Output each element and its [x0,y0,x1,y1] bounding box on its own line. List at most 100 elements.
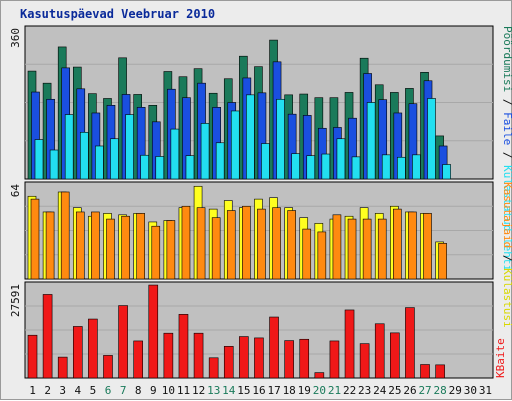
bar-bottom-20 [314,372,325,379]
xtick-label: 14 [222,384,236,397]
bar-middle-5 [91,211,100,280]
xtick-label: 20 [313,384,326,397]
xtick-label: 23 [358,384,371,397]
bar-middle-2 [45,211,55,280]
bar-top-4 [79,131,89,180]
bar-middle-14 [226,210,236,280]
bar-middle-21 [332,214,342,280]
bar-bottom-2 [42,294,53,379]
bar-top-22 [351,156,361,180]
bar-top-24 [381,154,391,180]
xtick-label: 4 [75,384,82,397]
bar-bottom-15 [239,336,249,379]
xtick-label: 5 [90,384,97,397]
bar-middle-26 [408,211,417,280]
bar-top-15 [246,94,255,180]
bar-bottom-3 [57,356,68,379]
bar-middle-6 [106,218,115,280]
xtick-label: 26 [403,384,416,397]
bar-bottom-7 [118,305,128,379]
bar-top-14 [230,110,240,180]
xtick-label: 12 [192,384,205,397]
bar-top-10 [170,128,180,180]
bar-bottom-18 [284,340,294,379]
bar-top-1 [34,139,44,180]
bar-middle-10 [166,220,176,280]
bar-top-9 [155,156,165,180]
bar-top-27 [427,98,436,180]
bar-middle-12 [196,207,206,280]
bar-top-3 [64,114,74,180]
xtick-label: 11 [177,384,190,397]
bar-top-12 [200,123,210,180]
xtick-label: 1 [29,384,36,397]
xtick-label: 31 [479,384,492,397]
bar-middle-18 [287,210,296,280]
bar-top-6 [110,138,119,180]
bar-bottom-4 [72,326,83,379]
bar-bottom-13 [208,357,219,379]
xtick-label: 9 [150,384,157,397]
bar-bottom-28 [435,364,445,379]
bar-top-16 [261,143,270,180]
xtick-label: 13 [207,384,220,397]
bar-middle-15 [242,205,251,280]
bar-middle-27 [423,213,432,280]
xtick-label: 24 [373,384,387,397]
bar-top-26 [412,154,421,180]
bar-top-17 [276,98,285,180]
bar-middle-28 [438,243,447,280]
bar-top-23 [366,102,376,180]
bar-bottom-8 [133,340,143,379]
bar-middle-24 [377,218,387,280]
bar-top-11 [185,155,195,180]
xtick-label: 8 [135,384,142,397]
bar-top-7 [125,114,134,180]
bar-middle-25 [393,208,402,280]
bar-bottom-17 [269,316,279,379]
xtick-label: 30 [464,384,477,397]
bar-top-21 [336,138,346,180]
bar-middle-1 [30,198,40,280]
legend-middle-label: Kasutajaid / Külastusi [501,182,512,328]
bar-top-19 [306,155,316,180]
bar-bottom-19 [299,338,310,379]
xtick-label: 18 [283,384,296,397]
xtick-label: 6 [105,384,112,397]
bar-bottom-9 [148,284,159,379]
bar-bottom-10 [163,332,174,379]
xtick-label: 16 [252,384,265,397]
bar-top-5 [95,145,104,180]
bar-bottom-12 [193,332,204,379]
bar-bottom-22 [344,309,355,379]
bar-bottom-24 [374,323,385,379]
bar-bottom-23 [359,343,370,379]
bar-bottom-5 [88,318,98,379]
xtick-label: 2 [44,384,51,397]
bar-bottom-16 [254,337,264,379]
bar-middle-9 [151,225,161,280]
bar-bottom-27 [420,364,430,379]
xtick-label: 7 [120,384,127,397]
xtick-label: 29 [449,384,462,397]
bar-bottom-26 [405,307,415,379]
bar-bottom-21 [329,340,340,379]
legend-top-label: Pöördumisi / Faile / Külastatud lehti [501,26,512,271]
xtick-label: 17 [267,384,280,397]
bar-top-18 [291,153,300,180]
bar-bottom-11 [178,314,189,379]
bar-top-28 [442,164,451,180]
xtick-label: 10 [162,384,175,397]
ytick-max-middle: 64 [9,184,22,198]
bar-top-25 [397,156,406,180]
xtick-label: 27 [418,384,431,397]
bar-middle-19 [302,228,312,280]
xtick-label: 3 [59,384,66,397]
bar-bottom-14 [223,346,234,379]
bar-middle-20 [317,231,327,280]
ytick-max-top: 360 [9,28,22,48]
xtick-label: 25 [388,384,401,397]
xtick-label: 15 [237,384,250,397]
bar-middle-8 [136,213,145,280]
